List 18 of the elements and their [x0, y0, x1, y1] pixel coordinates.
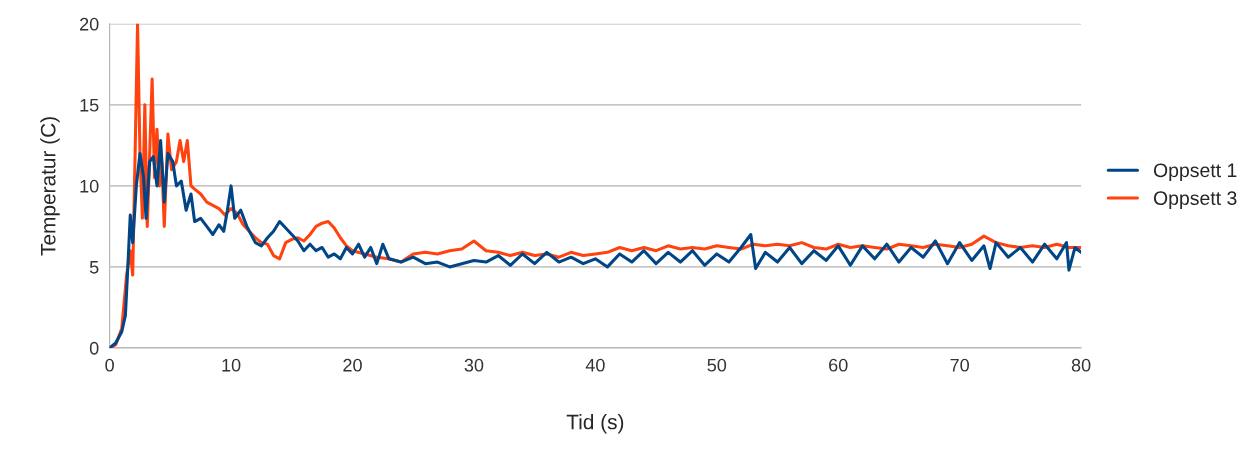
y-tick-label: 0 — [89, 341, 99, 355]
y-tick-label: 20 — [80, 17, 99, 31]
y-axis-title: Temperatur (C) — [40, 117, 60, 256]
y-tick-label: 15 — [80, 99, 99, 112]
x-tick-label: 60 — [829, 358, 848, 372]
x-axis-title: Tid (s) — [566, 414, 624, 434]
legend-label: Oppsett 3 — [1153, 191, 1237, 209]
x-tick-label: 10 — [222, 358, 241, 372]
x-tick-label: 80 — [1071, 358, 1091, 372]
x-tick-label: 50 — [707, 358, 727, 372]
x-tick-label: 0 — [105, 358, 114, 372]
x-tick-label: 70 — [950, 358, 969, 372]
legend-label: Oppsett 1 — [1153, 163, 1237, 182]
x-tick-label: 30 — [464, 358, 484, 372]
y-tick-label: 10 — [80, 179, 99, 193]
y-tick-label: 5 — [89, 261, 99, 274]
x-tick-label: 40 — [585, 358, 605, 372]
x-tick-label: 20 — [343, 358, 362, 372]
